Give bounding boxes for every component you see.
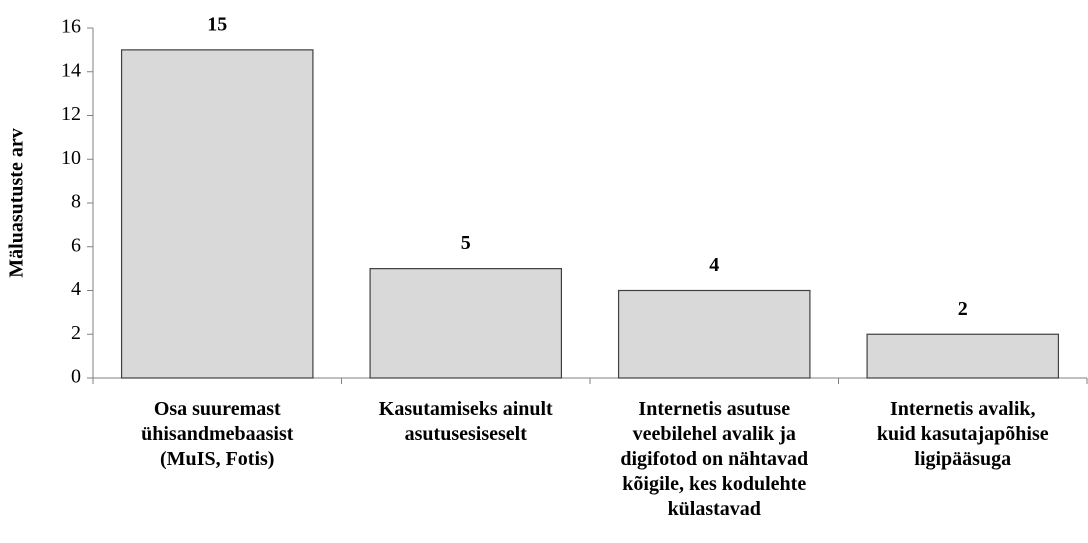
y-tick-label: 16 xyxy=(61,16,81,38)
bar xyxy=(617,289,811,379)
y-tick-label: 6 xyxy=(71,234,81,256)
y-axis-label: Mäluasutuste arv xyxy=(6,128,28,277)
bar xyxy=(866,333,1060,379)
x-tick-label: Kasutamiseks ainult asutusesiseselt xyxy=(379,398,553,445)
y-tick-label: 14 xyxy=(61,59,81,81)
y-tick-label: 2 xyxy=(71,322,81,344)
x-tick-label: Osa suuremast ühisandmebaasist (MuIS, Foti… xyxy=(141,398,294,470)
y-tick-label: 12 xyxy=(61,103,81,125)
bar xyxy=(120,49,314,379)
y-tick-label: 10 xyxy=(61,147,81,169)
y-tick-label: 4 xyxy=(71,278,81,300)
data-label: 15 xyxy=(207,13,227,35)
y-tick-label: 8 xyxy=(71,191,81,213)
bar xyxy=(369,268,563,379)
x-tick-label: Internetis asutuse veebilehel avalik ja di… xyxy=(620,398,808,520)
data-label: 2 xyxy=(958,298,968,320)
data-label: 4 xyxy=(709,254,719,276)
data-label: 5 xyxy=(461,232,471,254)
y-tick-label: 0 xyxy=(71,366,81,388)
x-tick-label: Internetis avalik, kuid kasutajapõhise lig… xyxy=(877,398,1049,470)
